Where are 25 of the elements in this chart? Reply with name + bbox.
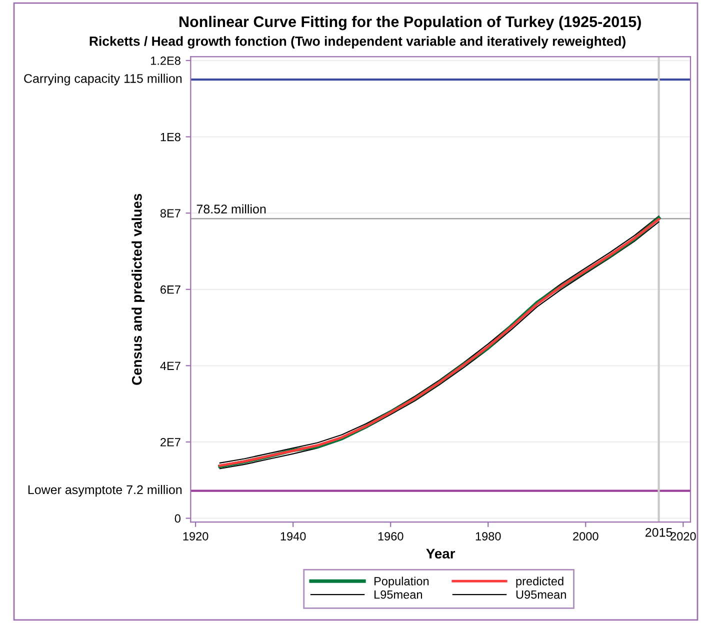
- x-tick-label: 1920: [183, 532, 208, 540]
- x-tick-label: 1940: [280, 532, 306, 540]
- legend-label: L95mean: [374, 590, 422, 599]
- y-tick-label: 4E7: [160, 362, 180, 370]
- y-axis-title: Census and predicted values: [132, 194, 145, 385]
- y-tick-label: 6E7: [160, 285, 180, 294]
- chart-title: Nonlinear Curve Fitting for the Population of Turkey (1925-2015): [180, 16, 641, 30]
- x-tick-label: 1980: [476, 532, 501, 540]
- legend-label: U95mean: [516, 590, 566, 599]
- y-tick-label: 1E8: [160, 132, 180, 142]
- x-tick-label: 1960: [378, 532, 404, 540]
- ref-line-label: Carrying capacity 115 million: [24, 74, 182, 86]
- chart-subtitle: Ricketts / Head growth fonction (Two independent variable and iteratively reweighted): [90, 36, 626, 49]
- y-tick-label: 2E7: [160, 438, 180, 446]
- x-axis-title: Year: [426, 548, 456, 559]
- ref-line-label: 78.52 million: [196, 204, 266, 214]
- y-tick-label: 1.2E8: [151, 56, 180, 65]
- y-tick-label: 8E7: [160, 209, 180, 218]
- x-tick-label: 2020: [670, 532, 696, 540]
- legend-label: Population: [374, 576, 429, 588]
- ref-line-label: Lower asymptote 7.2 million: [28, 484, 182, 497]
- x-tick-label: 2000: [573, 532, 598, 540]
- y-tick-label: 0: [174, 514, 180, 523]
- ref-line-label: 2015: [646, 528, 672, 537]
- legend-label: predicted: [516, 576, 564, 588]
